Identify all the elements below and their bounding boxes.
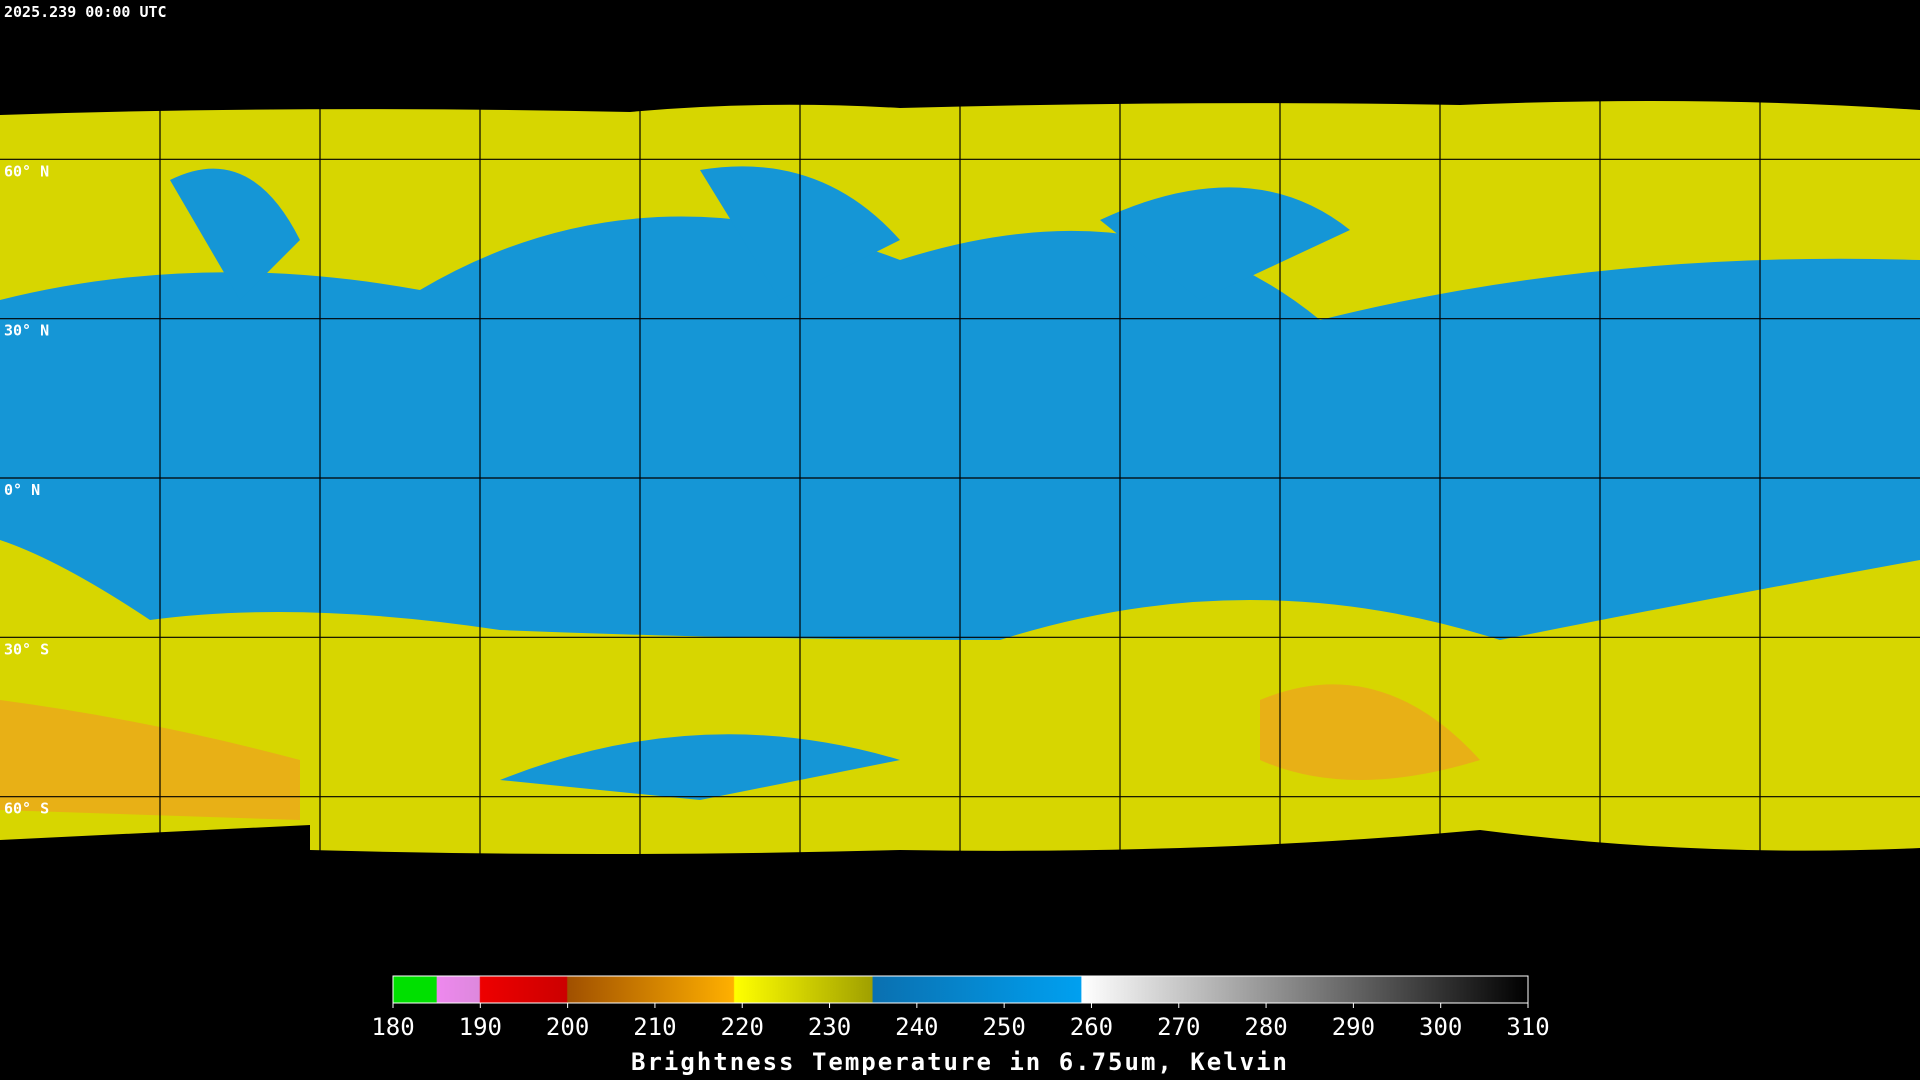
colorbar-tick-label: 300 [1419, 1013, 1462, 1041]
latitude-label: 60° N [4, 162, 49, 180]
colorbar-tick-label: 210 [633, 1013, 676, 1041]
colorbar-tick-label: 220 [721, 1013, 764, 1041]
latitude-label: 30° N [4, 322, 49, 340]
colorbar-tick-label: 260 [1070, 1013, 1113, 1041]
colorbar-ticks: 180 190 200 210 220 230 240 250 260 270 280 290 300 3… [371, 1003, 1550, 1041]
latitude-label: 30° S [4, 640, 49, 658]
colorbar-tick-label: 200 [546, 1013, 589, 1041]
timestamp: 2025.239 00:00 UTC [4, 3, 167, 21]
colorbar-tick-label: 190 [459, 1013, 502, 1041]
colorbar-tick-label: 240 [895, 1013, 938, 1041]
latitude-label: 0° N [4, 481, 40, 499]
colorbar-tick-label: 280 [1244, 1013, 1287, 1041]
colorbar-tick-label: 290 [1332, 1013, 1375, 1041]
colorbar-title: Brightness Temperature in 6.75um, Kelvin [631, 1048, 1289, 1076]
colorbar-tick-label: 270 [1157, 1013, 1200, 1041]
colorbar-tick-label: 230 [808, 1013, 851, 1041]
colorbar-tick-label: 310 [1506, 1013, 1549, 1041]
latitude-label: 60° S [4, 800, 49, 818]
colorbar-tick-label: 250 [982, 1013, 1025, 1041]
colorbar-tick-label: 180 [371, 1013, 414, 1041]
latitude-lines: 60° N 30° N 0° N 30° S 60° S [0, 158, 1920, 818]
colorbar [392, 975, 1529, 1004]
